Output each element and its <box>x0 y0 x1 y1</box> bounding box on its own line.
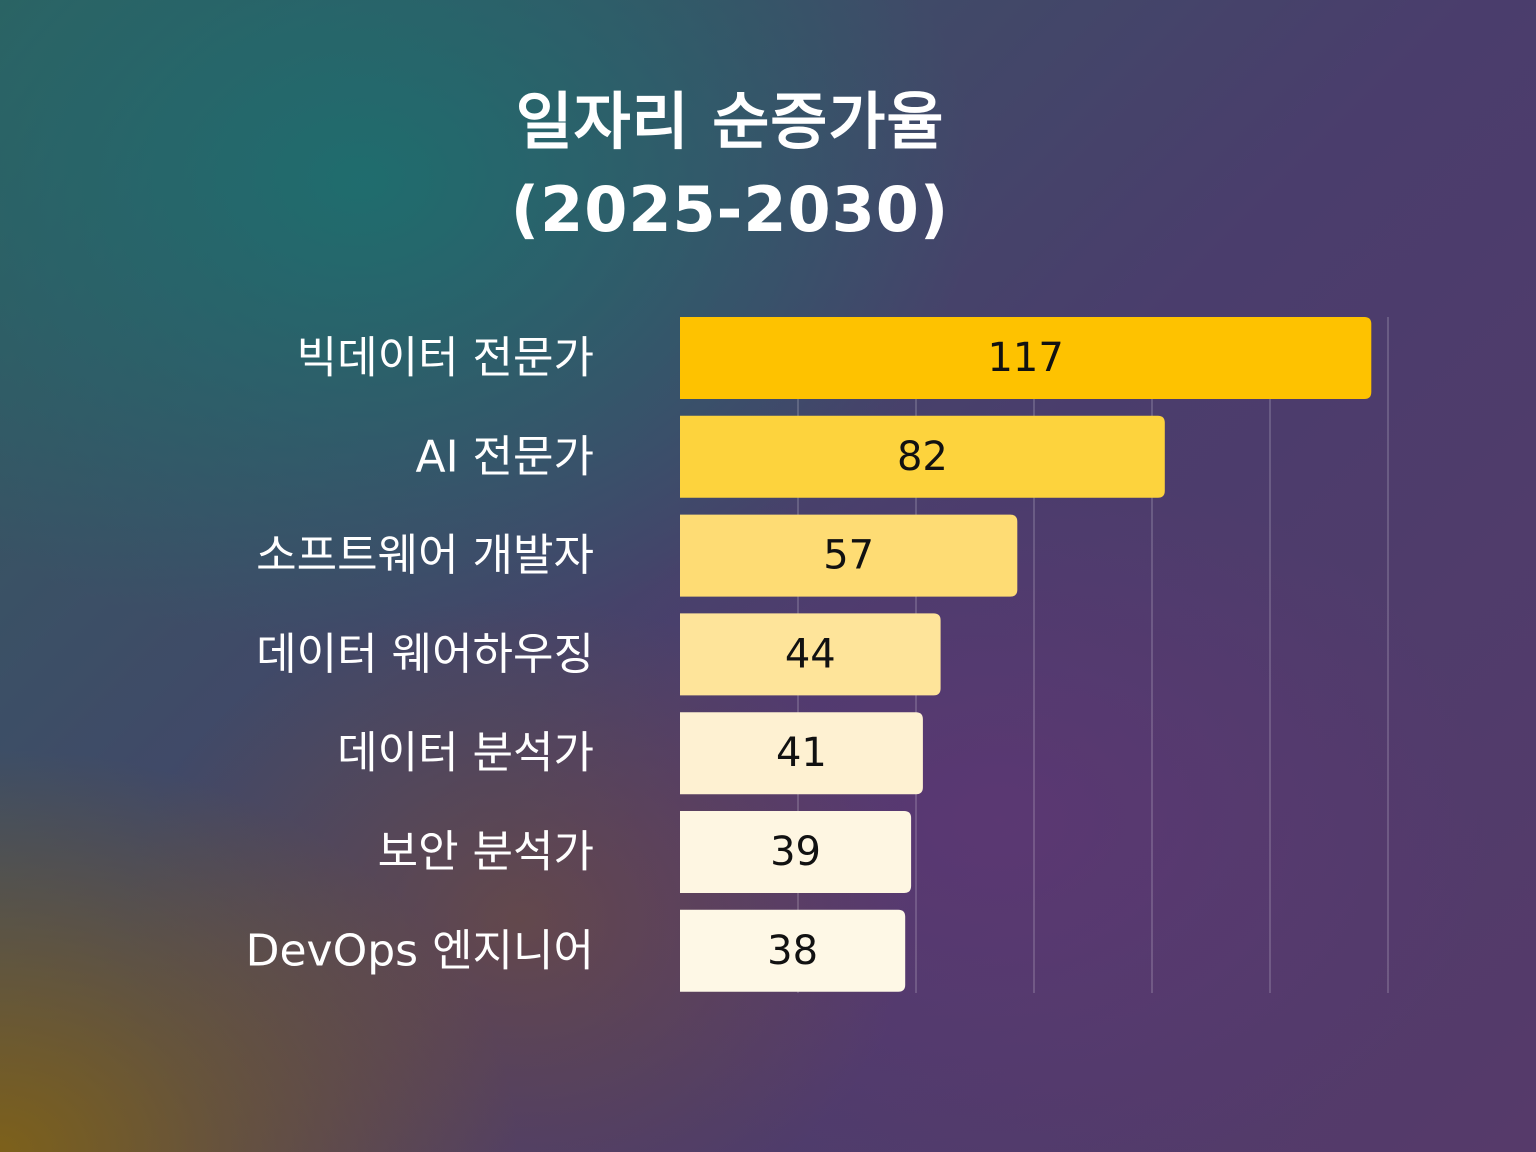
bars <box>680 317 1372 992</box>
value-label: 82 <box>897 434 948 480</box>
category-label: AI 전문가 <box>415 431 594 482</box>
bar <box>680 514 1018 597</box>
value-label: 117 <box>987 335 1063 381</box>
chart-title-line1: 일자리 순증가율 <box>515 85 945 158</box>
bar <box>680 613 941 696</box>
bar <box>680 317 1372 399</box>
chart-title-line2: (2025-2030) <box>510 173 950 246</box>
value-label: 44 <box>785 631 836 677</box>
bar <box>680 811 912 893</box>
category-label: DevOps 엔지니어 <box>246 925 594 976</box>
category-label: 데이터 웨어하우징 <box>256 629 594 680</box>
category-label: 보안 분석가 <box>378 827 594 878</box>
category-label: 데이터 분석가 <box>337 728 594 779</box>
bar <box>680 909 906 992</box>
value-label: 39 <box>770 829 821 875</box>
value-label: 57 <box>823 533 874 579</box>
bar <box>680 712 923 795</box>
category-label: 소프트웨어 개발자 <box>256 530 594 581</box>
category-label: 빅데이터 전문가 <box>297 333 594 384</box>
value-label: 38 <box>767 928 818 974</box>
value-label: 41 <box>776 730 827 776</box>
chart-title: 일자리 순증가율 (2025-2030) <box>440 78 1020 254</box>
bar <box>680 415 1165 498</box>
value-labels: 117 82 57 44 41 39 38 <box>767 335 1064 974</box>
